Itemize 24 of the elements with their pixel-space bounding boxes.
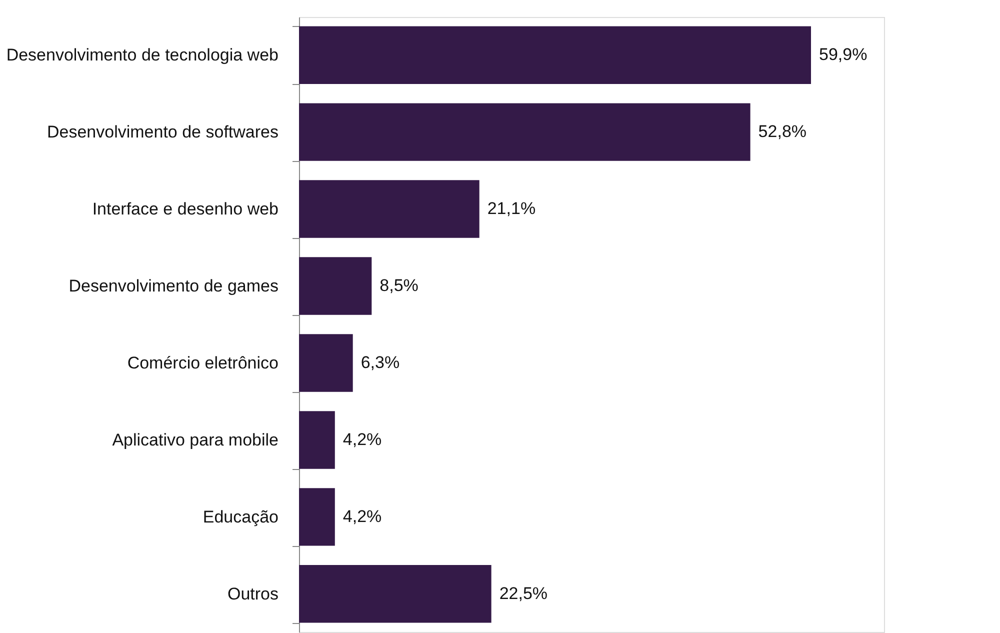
data-label: 4,2% [342,430,382,449]
bar [299,411,335,469]
bar [299,103,750,161]
bar [299,257,372,315]
y-tick-label: Interface e desenho web [92,200,278,219]
y-tick-label: Comércio eletrônico [127,353,278,372]
y-tick-label: Outros [227,584,278,604]
data-label: 21,1% [487,199,536,218]
y-tick-label: Aplicativo para mobile [112,430,278,450]
y-tick-label: Desenvolvimento de softwares [46,122,278,142]
data-label: 8,5% [380,276,418,296]
data-label: 52,8% [758,122,807,142]
bar [299,488,335,546]
y-tick-label: Desenvolvimento de tecnologia web [6,46,278,65]
bar [299,180,480,238]
data-label: 22,5% [499,584,548,603]
y-tick-label: Desenvolvimento de games [68,276,278,296]
data-label: 6,3% [360,352,400,372]
bar [299,565,492,623]
bar [299,334,353,392]
data-label: 59,9% [819,45,868,64]
data-label: 4,2% [342,506,382,526]
y-tick-label: Educação [202,507,278,526]
bar [299,26,811,84]
